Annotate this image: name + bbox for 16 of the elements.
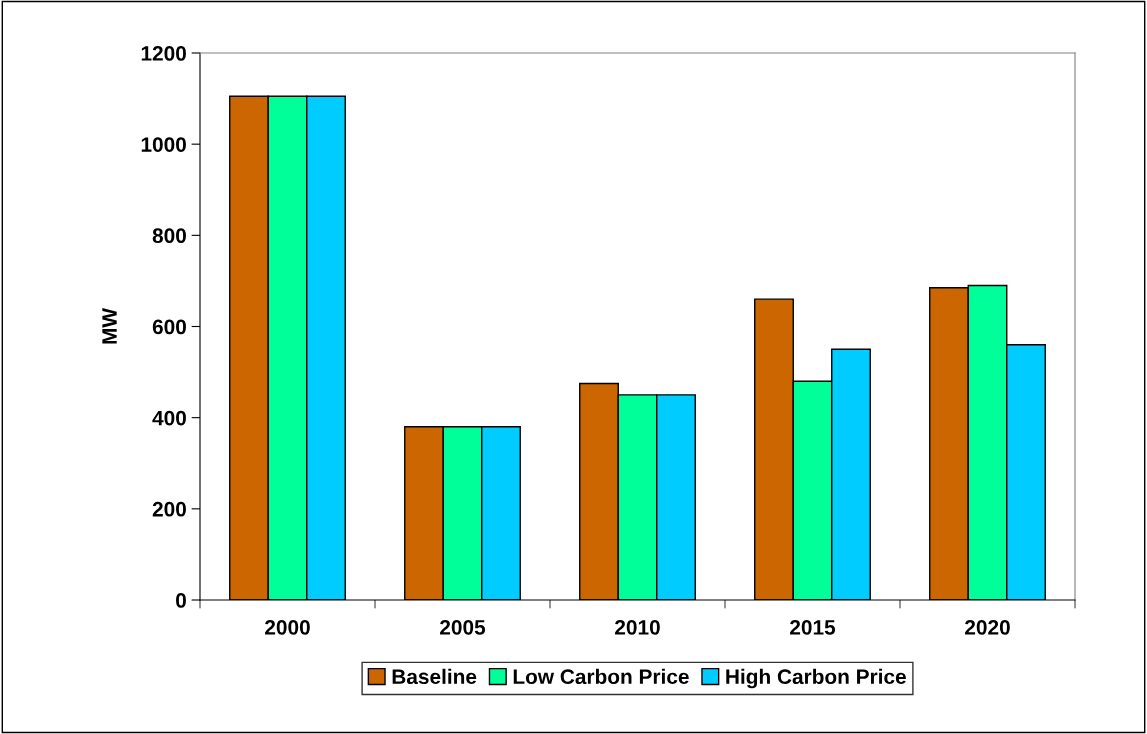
x-tick-label: 2000 xyxy=(265,619,310,635)
x-tick-label: 2020 xyxy=(965,619,1010,635)
y-axis-title: MW xyxy=(102,308,117,344)
y-tick-label: 200 xyxy=(152,501,186,517)
x-tick-label: 2005 xyxy=(440,619,486,635)
y-tick-label: 800 xyxy=(152,228,186,244)
y-tick-label: 1200 xyxy=(141,46,186,61)
legend-label: Baseline xyxy=(392,668,477,685)
y-tick-label: 600 xyxy=(152,319,186,335)
legend-label: High Carbon Price xyxy=(726,668,906,689)
legend-label: Low Carbon Price xyxy=(513,668,689,685)
y-tick-label: 1000 xyxy=(141,137,186,152)
x-tick-label: 2015 xyxy=(790,619,836,635)
y-tick-label: 400 xyxy=(152,410,186,426)
x-tick-label: 2010 xyxy=(615,619,660,635)
y-tick-label: 0 xyxy=(176,593,186,608)
